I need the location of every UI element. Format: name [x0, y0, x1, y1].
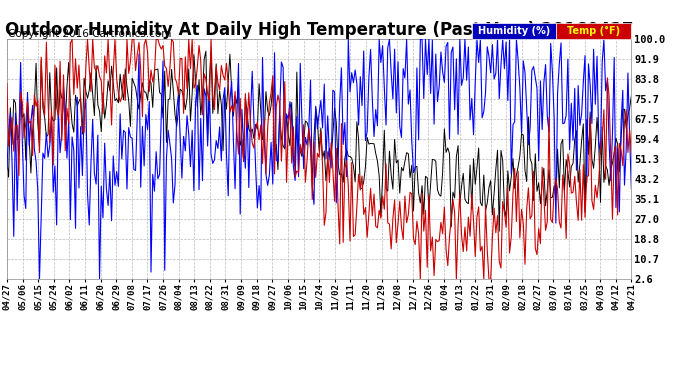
FancyBboxPatch shape [556, 23, 631, 39]
Text: Humidity (%): Humidity (%) [478, 26, 551, 36]
Text: Copyright 2016 Cartronics.com: Copyright 2016 Cartronics.com [8, 29, 171, 39]
Text: Temp (°F): Temp (°F) [567, 26, 620, 36]
Title: Outdoor Humidity At Daily High Temperature (Past Year) 20160427: Outdoor Humidity At Daily High Temperatu… [5, 21, 633, 39]
FancyBboxPatch shape [472, 23, 556, 39]
